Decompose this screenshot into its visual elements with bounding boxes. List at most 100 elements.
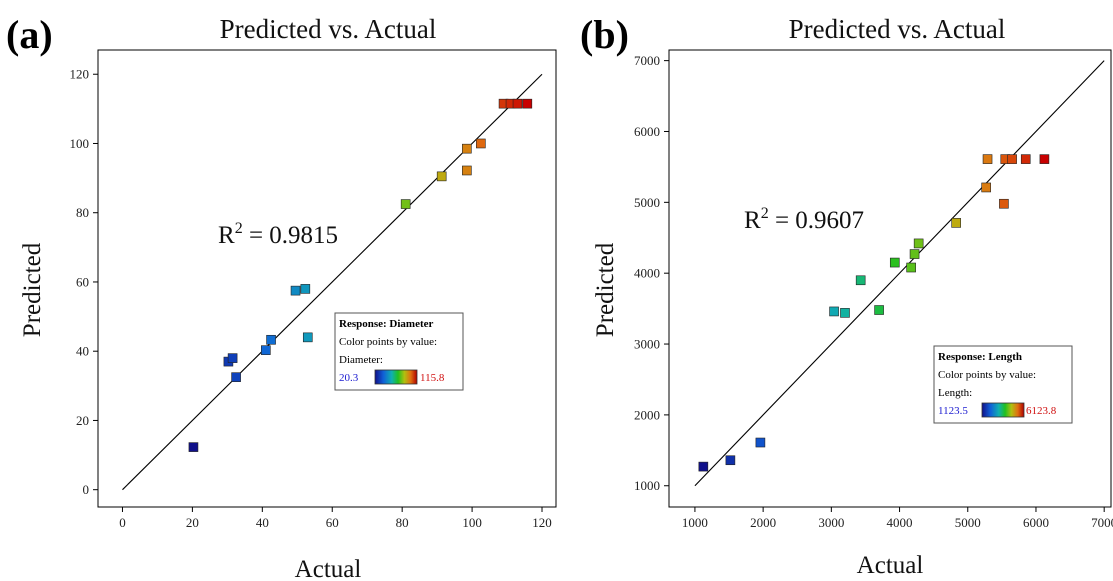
x-tick-label: 4000 <box>887 515 913 530</box>
data-point <box>913 238 924 249</box>
x-tick-label: 80 <box>396 515 409 530</box>
x-tick-label: 6000 <box>1023 515 1049 530</box>
panel-b-legend-title: Response: Length <box>938 351 1022 363</box>
panel-a-y-axis-title: Predicted <box>19 242 46 337</box>
panel-b-r2-sup: 2 <box>761 205 769 222</box>
y-tick-label: 20 <box>76 413 89 428</box>
data-point <box>227 353 238 363</box>
panel-b-x-axis-title: Actual <box>857 552 924 579</box>
x-tick-label: 100 <box>462 515 482 530</box>
x-tick-label: 120 <box>532 515 552 530</box>
data-point <box>512 98 523 109</box>
data-point <box>1020 154 1031 164</box>
panel-b-x-ticks: 1000 2000 3000 4000 5000 6000 7000 <box>682 507 1113 530</box>
data-point <box>302 332 313 343</box>
data-point <box>951 218 961 228</box>
data-point <box>266 334 276 345</box>
panel-a-legend-var: Diameter: <box>339 354 383 366</box>
y-tick-label: 4000 <box>634 266 660 281</box>
data-point <box>981 182 991 193</box>
data-point <box>874 305 884 315</box>
panel-b-points <box>698 154 1050 472</box>
data-point <box>909 249 920 259</box>
data-point <box>755 437 766 448</box>
data-point <box>522 98 533 109</box>
panel-a-y-ticks: 0 20 40 60 80 100 120 <box>70 67 98 497</box>
panel-a-label: (a) <box>6 12 53 57</box>
panel-b-color-bar <box>981 402 1025 418</box>
panel-b-title: Predicted vs. Actual <box>789 14 1006 44</box>
data-point <box>698 461 709 472</box>
data-point <box>889 257 900 268</box>
data-point <box>1039 154 1050 164</box>
panel-b-fit-line <box>694 60 1105 487</box>
y-tick-label: 6000 <box>634 124 660 139</box>
panel-a-legend: Response: Diameter Color points by value… <box>334 312 464 391</box>
y-tick-label: 100 <box>70 136 90 151</box>
panel-b-r2-annotation: R2 = 0.9607 <box>744 205 864 234</box>
panel-b-plot-frame <box>668 49 1112 508</box>
x-tick-label: 2000 <box>750 515 776 530</box>
x-tick-label: 40 <box>256 515 269 530</box>
panel-a-legend-title: Response: Diameter <box>339 318 434 330</box>
panel-b-r2-base: R <box>744 207 761 234</box>
data-point <box>829 306 839 317</box>
panel-a-r2-base: R <box>218 222 235 249</box>
panel-b-y-axis-title: Predicted <box>592 242 619 337</box>
panel-a-fit-line <box>122 73 543 491</box>
panel-b-legend-min: 1123.5 <box>938 405 968 417</box>
y-tick-label: 7000 <box>634 53 660 68</box>
data-point <box>725 455 736 466</box>
data-point <box>840 308 850 318</box>
panel-a: (a) Predicted vs. Actual 0 20 40 60 80 100 120… <box>6 12 557 581</box>
panel-a-x-ticks: 0 20 40 60 80 100 120 <box>119 507 552 530</box>
panel-a-color-bar <box>374 369 418 385</box>
data-point <box>462 143 472 154</box>
data-point <box>436 171 447 182</box>
panel-b-legend-max: 6123.8 <box>1026 405 1057 417</box>
data-point <box>999 198 1009 209</box>
data-point <box>231 372 241 382</box>
data-point <box>300 284 311 294</box>
data-point <box>906 262 916 273</box>
panel-b-legend: Response: Length Color points by value: … <box>933 345 1073 424</box>
data-point <box>188 442 199 452</box>
panel-a-legend-max: 115.8 <box>420 372 445 384</box>
panel-a-legend-min: 20.3 <box>339 372 359 384</box>
data-point <box>462 165 472 176</box>
y-tick-label: 2000 <box>634 407 660 422</box>
panel-a-title: Predicted vs. Actual <box>220 14 437 44</box>
x-tick-label: 1000 <box>682 515 708 530</box>
y-tick-label: 80 <box>76 205 89 220</box>
panel-b-legend-var: Length: <box>938 387 972 399</box>
panel-a-r2-value: = 0.9815 <box>243 222 338 249</box>
x-tick-label: 5000 <box>955 515 981 530</box>
y-tick-label: 120 <box>70 67 90 82</box>
x-tick-label: 20 <box>186 515 199 530</box>
data-point <box>290 285 301 296</box>
y-tick-label: 40 <box>76 344 89 359</box>
data-point <box>982 154 993 164</box>
x-tick-label: 7000 <box>1091 515 1113 530</box>
panel-a-x-axis-title: Actual <box>295 556 362 581</box>
panel-a-r2-sup: 2 <box>235 220 243 237</box>
x-tick-label: 60 <box>326 515 339 530</box>
y-tick-label: 60 <box>76 274 89 289</box>
x-tick-label: 3000 <box>818 515 844 530</box>
panel-b: (b) Predicted vs. Actual 1000 2000 3000 400… <box>580 12 1113 579</box>
data-point <box>400 199 411 209</box>
panel-a-points <box>188 98 533 452</box>
panel-b-legend-subtitle: Color points by value: <box>938 369 1036 381</box>
y-tick-label: 1000 <box>634 478 660 493</box>
panel-b-r2-value: = 0.9607 <box>769 207 864 234</box>
panel-b-label: (b) <box>580 12 629 57</box>
y-tick-label: 0 <box>83 482 90 497</box>
y-tick-label: 3000 <box>634 337 660 352</box>
data-point <box>1007 154 1017 164</box>
data-point <box>476 138 486 149</box>
panel-a-r2-annotation: R2 = 0.9815 <box>218 220 338 249</box>
panel-a-legend-subtitle: Color points by value: <box>339 336 437 348</box>
x-tick-label: 0 <box>119 515 126 530</box>
data-point <box>261 345 271 355</box>
